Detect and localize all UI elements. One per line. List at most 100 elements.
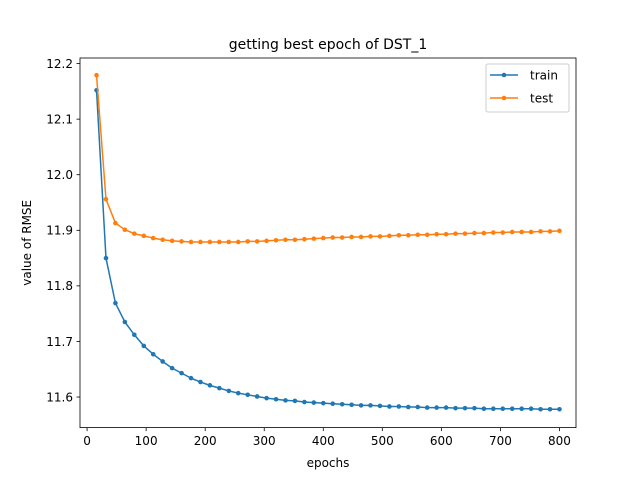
data-point-test [443, 231, 449, 237]
data-point-test [528, 229, 534, 235]
data-point-train [481, 406, 487, 412]
data-point-test [264, 238, 269, 244]
data-point-test [292, 237, 298, 243]
data-point-train [132, 332, 137, 338]
data-point-test [557, 228, 562, 234]
data-point-train [443, 405, 449, 410]
data-point-test [358, 234, 364, 240]
data-point-train [368, 403, 373, 408]
data-point-test [188, 239, 194, 245]
data-point-test [141, 233, 147, 239]
data-point-train [358, 403, 364, 408]
data-point-train [491, 406, 496, 412]
data-point-train [453, 405, 458, 411]
axes-frame [79, 57, 577, 429]
series-line-train [95, 90, 560, 411]
data-point-train [122, 319, 128, 325]
data-point-train [557, 406, 562, 412]
data-point-train [113, 300, 118, 306]
data-point-test [415, 232, 421, 238]
data-point-train [424, 405, 430, 410]
data-point-test [179, 239, 184, 244]
x-tick-label: 400 [312, 434, 335, 448]
data-point-test [245, 239, 250, 244]
data-point-test [406, 233, 411, 238]
data-point-test [273, 238, 279, 243]
legend-marker-train [501, 72, 507, 78]
x-tick-label: 300 [253, 434, 276, 448]
data-point-test [491, 230, 496, 235]
data-point-train [434, 405, 439, 410]
data-point-test [311, 236, 317, 241]
data-point-test [103, 196, 109, 202]
data-point-train [406, 404, 411, 410]
data-point-test [330, 235, 336, 240]
data-point-test [94, 72, 99, 78]
data-point-test [500, 230, 506, 235]
data-point-train [150, 351, 156, 357]
x-axis-label: epochs [307, 456, 350, 470]
data-point-train [141, 343, 147, 349]
data-point-test [235, 239, 241, 245]
data-point-test [387, 233, 392, 239]
data-point-train [547, 406, 553, 412]
data-point-test [226, 239, 232, 245]
data-point-train [377, 403, 383, 409]
data-point-test [538, 229, 543, 234]
data-point-test [150, 235, 156, 241]
data-point-train [415, 404, 421, 410]
data-point-test [132, 231, 137, 236]
data-point-test [424, 232, 430, 238]
data-point-train [302, 399, 307, 405]
data-point-test [453, 231, 458, 236]
y-tick-label: 11.7 [46, 335, 73, 349]
data-point-train [538, 406, 543, 412]
data-point-test [113, 220, 118, 226]
data-point-train [103, 255, 109, 261]
data-point-train [198, 379, 203, 385]
data-point-train [264, 395, 269, 401]
data-point-test [339, 235, 345, 240]
data-point-test [122, 227, 128, 233]
x-tick-label: 600 [430, 434, 453, 448]
data-point-test [254, 239, 260, 244]
data-point-train [387, 404, 392, 409]
data-point-train [462, 405, 468, 411]
data-point-test [547, 229, 553, 234]
y-tick-label: 11.9 [46, 224, 73, 238]
chart-title: getting best epoch of DST_1 [229, 37, 427, 53]
data-point-train [311, 400, 317, 405]
data-point-test [349, 234, 354, 240]
data-point-test [283, 237, 288, 243]
plot-content [94, 72, 562, 412]
data-point-train [320, 400, 326, 406]
data-point-train [509, 406, 515, 412]
data-point-train [528, 406, 534, 412]
data-point-test [207, 239, 213, 245]
data-point-test [377, 234, 383, 239]
data-point-train [339, 401, 345, 407]
x-tick-label: 100 [135, 434, 158, 448]
legend: train test [485, 63, 570, 113]
x-tick-label: 200 [194, 434, 217, 448]
legend-marker-test [501, 95, 507, 101]
data-point-train [160, 359, 165, 364]
data-point-train [396, 404, 402, 409]
x-tick-label: 700 [489, 434, 512, 448]
legend-frame [485, 63, 570, 113]
data-point-train [188, 375, 194, 381]
x-tick-label: 800 [548, 434, 571, 448]
data-point-test [396, 233, 402, 238]
data-point-train [245, 392, 250, 398]
data-point-test [434, 231, 439, 237]
y-tick-label: 11.6 [46, 390, 73, 404]
data-point-test [320, 235, 326, 241]
data-point-train [472, 405, 477, 411]
data-point-train [292, 398, 298, 404]
data-point-train [349, 402, 354, 408]
data-point-test [472, 230, 477, 236]
y-axis-label: value of RMSE [20, 200, 34, 286]
data-point-test [519, 229, 524, 235]
axis-ticks: 0 100 200 300 400 500 600 700 800 11.6 11.7 11.8 11.… [46, 57, 571, 448]
